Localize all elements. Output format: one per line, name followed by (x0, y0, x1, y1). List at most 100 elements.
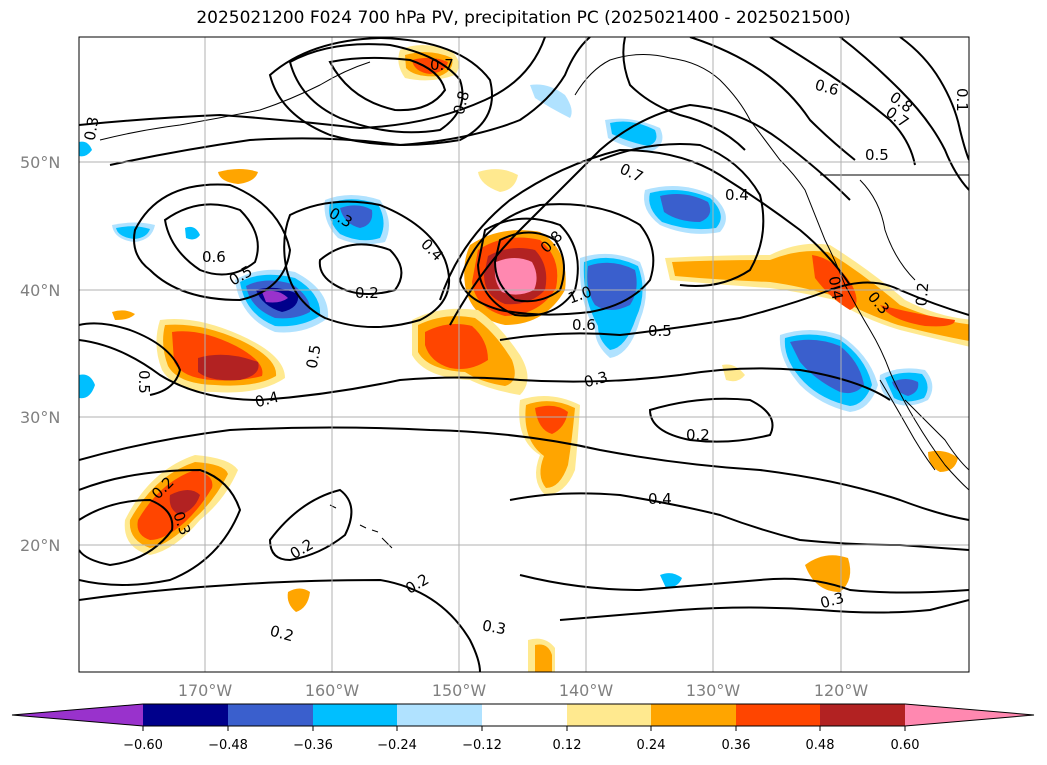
pv-contour (449, 103, 851, 326)
colorbar-swatch (567, 704, 651, 726)
colorbar-tick-label: 0.12 (553, 738, 582, 753)
contour-label: 0.4 (725, 186, 749, 204)
pv-contour (79, 468, 242, 586)
contour-label: 0.7 (430, 56, 454, 74)
border-line (859, 179, 916, 281)
pv-contour (328, 56, 447, 112)
pv-contour (268, 488, 353, 562)
pv-contour (519, 574, 969, 594)
contour-label: 0.3 (481, 616, 508, 638)
pv-contour (163, 203, 259, 276)
contour-labels: 0.7 0.8 0.3 0.3 0.6 0.5 0.2 0.4 0.8 0.7 … (81, 56, 969, 646)
colorbar-swatch (736, 704, 820, 726)
colorbar-swatch (143, 704, 228, 726)
lon-label-140w: 140°W (559, 681, 614, 700)
contour-label: 0.2 (686, 426, 710, 444)
contour-label: 0.2 (402, 570, 432, 598)
lat-label-40n: 40°N (20, 281, 60, 300)
map-frame (78, 36, 970, 673)
pv-contour (559, 599, 969, 621)
colorbar-tick-label: 0.24 (637, 738, 666, 753)
contour-label: 0.2 (287, 535, 317, 563)
lat-label-20n: 20°N (20, 536, 60, 555)
precip-blob-positive (494, 258, 537, 295)
precip-blob-positive (478, 169, 518, 192)
colorbar-swatch (313, 704, 397, 726)
pv-contour (283, 200, 450, 328)
pv-contour (648, 397, 774, 443)
contour-label: 0.5 (648, 322, 672, 340)
contour-label: 0.3 (81, 115, 103, 142)
contour-label: 0.8 (450, 89, 474, 117)
pv-contour (268, 37, 493, 146)
lon-label-120w: 120°W (814, 681, 869, 700)
colorbar-swatch (820, 704, 905, 726)
coastline-baja (879, 379, 936, 471)
colorbar-extend-low (12, 704, 143, 726)
precip-blob-positive (425, 324, 488, 369)
lon-label-170w: 170°W (178, 681, 233, 700)
coastline-hawaii (329, 504, 393, 549)
contour-label: 0.7 (617, 160, 646, 186)
contour-label: 0.4 (417, 235, 447, 265)
contour-label: 0.3 (818, 589, 846, 613)
contour-label: 0.3 (582, 368, 610, 392)
precip-blob-negative (79, 374, 95, 399)
colorbar-tick-label: 0.36 (722, 738, 751, 753)
pv-contour (599, 143, 765, 287)
pv-contour (288, 43, 464, 134)
lon-label-160w: 160°W (305, 681, 360, 700)
pv-contour (79, 426, 969, 521)
pv-contour (899, 37, 969, 161)
precip-blob-positive (928, 450, 958, 472)
contour-label: 0.6 (813, 76, 841, 100)
colorbar-tick-label: 0.60 (891, 738, 920, 753)
colorbar-swatch (228, 704, 313, 726)
map-title: 2025021200 F024 700 hPa PV, precipitatio… (196, 8, 851, 28)
coastline-north-america (574, 54, 969, 491)
lon-label-130w: 130°W (686, 681, 741, 700)
contour-label: 0.4 (825, 275, 847, 302)
contour-label: 0.4 (253, 388, 281, 412)
pv-contour (622, 37, 746, 151)
precip-blob-positive (169, 490, 200, 515)
precip-blob-negative (530, 84, 572, 118)
precip-blob-negative (610, 121, 657, 146)
precip-blob-positive (722, 364, 745, 382)
lat-label-30n: 30°N (20, 408, 60, 427)
coastline-aleutians (99, 61, 371, 141)
pv-contour (79, 498, 174, 567)
pv-contour (509, 492, 969, 551)
colorbar-extend-high (905, 704, 1034, 726)
precip-blob-negative (262, 290, 288, 303)
pv-contour (458, 203, 655, 316)
contour-label: 0.6 (202, 248, 226, 266)
precip-blob-positive (112, 310, 135, 320)
pv-contour (109, 37, 591, 166)
precip-blob-negative (340, 205, 373, 228)
precip-blob-positive (287, 588, 310, 612)
precip-blob-positive (812, 255, 857, 310)
pv-contour (769, 37, 916, 166)
latitude-labels: 50°N 40°N 30°N 20°N (20, 153, 60, 555)
precip-blob-positive (535, 405, 568, 434)
lon-label-150w: 150°W (432, 681, 487, 700)
contour-label: 0.4 (648, 490, 672, 508)
graticule (79, 37, 969, 672)
contour-label: 0.5 (303, 343, 325, 370)
precip-blob-positive (880, 305, 955, 327)
pv-contour (439, 148, 851, 301)
precip-blob-negative (79, 141, 92, 157)
pv-contour (79, 37, 546, 130)
precip-negative-areas (79, 84, 933, 588)
pv-contour (689, 37, 856, 161)
pv-contours (79, 37, 969, 672)
contour-label: 0.5 (865, 146, 889, 164)
precip-blob-positive (198, 354, 259, 381)
precip-blob-negative (587, 262, 637, 310)
contour-label: 0.5 (135, 370, 153, 394)
colorbar-swatch (482, 704, 567, 726)
contour-label: 0.2 (268, 622, 296, 646)
colorbar-tick-label: −0.36 (293, 738, 333, 753)
